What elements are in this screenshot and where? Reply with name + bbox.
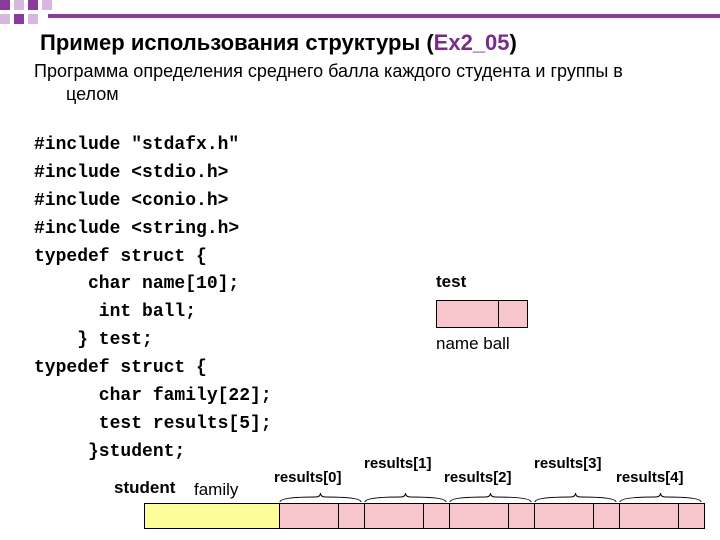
test-struct-diagram: test name ball [436,272,528,354]
decor-square [14,14,24,24]
desc-line1: Программа определения среднего балла каж… [34,61,623,81]
family-box [145,504,280,528]
test-box [436,300,528,328]
result-bracket [279,492,362,503]
description: Программа определения среднего балла каж… [34,60,694,105]
result-bracket [534,492,617,503]
result-ball-box [679,504,704,528]
decor-square [28,0,38,10]
student-label: student [114,478,175,498]
result-bracket [449,492,532,503]
decor-bar [48,14,720,18]
result-name-box [535,504,594,528]
test-part [437,301,499,327]
result-label: results[2] [444,469,512,486]
result-name-box [280,504,339,528]
test-captions: name ball [436,334,528,354]
title-prefix: Пример использования структуры ( [40,30,434,55]
result-label: results[4] [616,469,684,486]
result-ball-box [594,504,620,528]
family-label: family [194,480,238,500]
result-ball-box [509,504,535,528]
decor-square [42,0,52,10]
title-suffix: ) [510,30,517,55]
result-ball-box [424,504,450,528]
result-name-box [450,504,509,528]
decor-square [28,14,38,24]
result-bracket [619,492,702,503]
title-ex: Ex2_05 [434,30,510,55]
test-part [499,301,527,327]
result-name-box [365,504,424,528]
result-bracket [364,492,447,503]
page-title: Пример использования структуры (Ex2_05) [40,30,517,56]
result-ball-box [339,504,365,528]
desc-line2: целом [34,83,694,106]
result-label: results[0] [274,469,342,486]
result-label: results[3] [534,455,602,472]
test-label: test [436,272,528,292]
code-block: #include "stdafx.h" #include <stdio.h> #… [34,132,272,467]
decor-square [14,0,24,10]
result-name-box [620,504,679,528]
decor-top [0,0,720,26]
decor-square [0,0,10,10]
result-label: results[1] [364,455,432,472]
student-boxes [144,503,705,529]
decor-square [0,14,10,24]
